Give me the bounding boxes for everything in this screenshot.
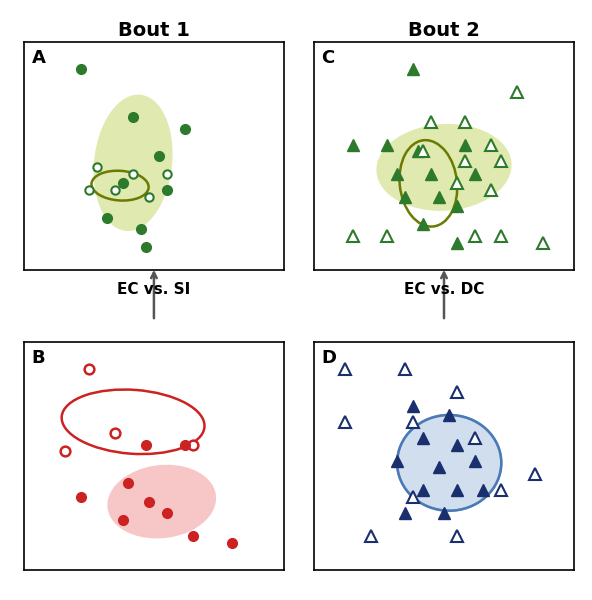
Text: Bout 1: Bout 1 (118, 21, 190, 40)
Text: C: C (321, 49, 335, 67)
Text: B: B (31, 349, 45, 367)
Ellipse shape (107, 465, 216, 538)
Text: EC vs. DC: EC vs. DC (404, 281, 484, 296)
Text: A: A (31, 49, 46, 67)
Ellipse shape (377, 124, 511, 211)
Text: D: D (321, 349, 337, 367)
Text: Bout 2: Bout 2 (408, 21, 480, 40)
Ellipse shape (94, 95, 173, 231)
Ellipse shape (397, 415, 501, 511)
Text: EC vs. SI: EC vs. SI (117, 281, 191, 296)
